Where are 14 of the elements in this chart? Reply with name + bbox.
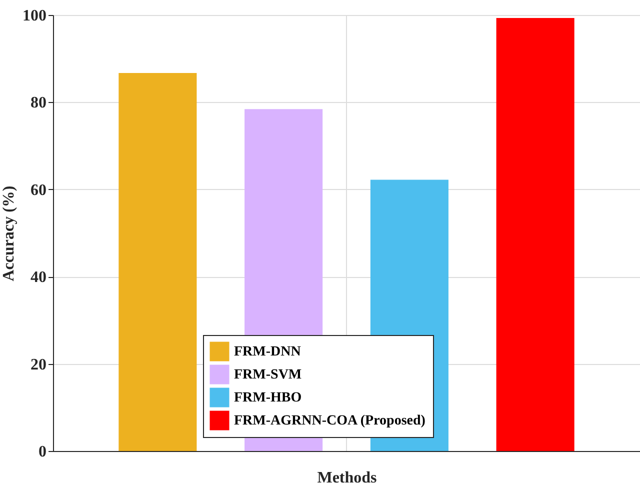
y-tick-label: 60 bbox=[30, 182, 46, 199]
x-axis-title: Methods bbox=[317, 470, 377, 486]
y-tick-label: 20 bbox=[30, 356, 46, 374]
y-tick-label: 0 bbox=[38, 444, 46, 460]
bar bbox=[496, 18, 574, 451]
y-tick-label: 40 bbox=[30, 269, 46, 286]
bar bbox=[118, 72, 197, 451]
y-tick-label: 100 bbox=[22, 8, 46, 24]
y-tick-label: 80 bbox=[30, 94, 46, 112]
legend-label: FRM-AGRNN-COA (Proposed) bbox=[234, 414, 426, 428]
legend-label: FRM-SVM bbox=[234, 368, 302, 382]
y-axis-title: Accuracy (%) bbox=[0, 186, 18, 282]
legend-label: FRM-HBO bbox=[234, 390, 302, 406]
legend-label: FRM-DNN bbox=[234, 344, 301, 360]
